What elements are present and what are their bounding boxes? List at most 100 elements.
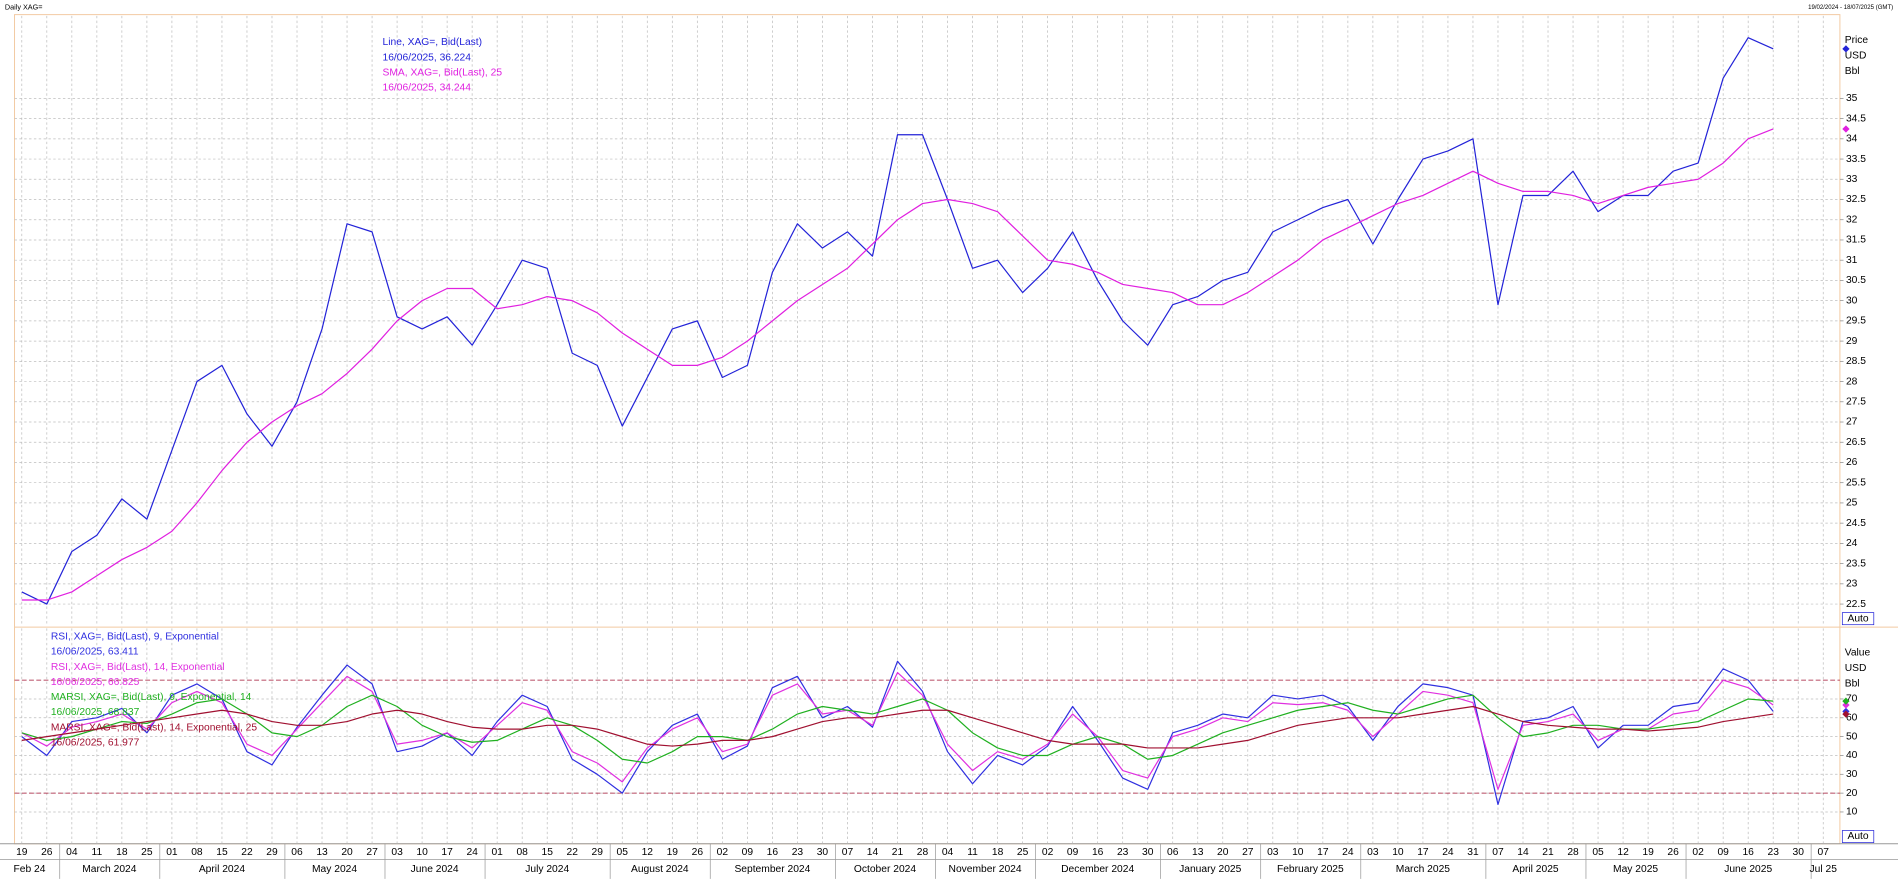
x-tick-label: 20 xyxy=(341,847,353,858)
y-tick-label: 70 xyxy=(1846,694,1858,705)
x-tick-label: 30 xyxy=(1793,847,1805,858)
axis-label: Price xyxy=(1845,35,1869,46)
legend-name: Line, XAG=, Bid(Last) xyxy=(383,37,483,48)
x-tick-label: 26 xyxy=(41,847,53,858)
x-tick-label: 18 xyxy=(992,847,1004,858)
x-tick-label: 06 xyxy=(291,847,303,858)
x-tick-label: 04 xyxy=(66,847,78,858)
x-tick-label: 14 xyxy=(867,847,879,858)
x-tick-label: 27 xyxy=(1242,847,1254,858)
x-tick-label: 07 xyxy=(842,847,854,858)
y-tick-label: 27 xyxy=(1846,417,1858,428)
x-tick-label: 24 xyxy=(1342,847,1354,858)
y-tick-label: 27.5 xyxy=(1846,397,1866,408)
x-tick-label: 27 xyxy=(366,847,378,858)
x-tick-label: 10 xyxy=(1292,847,1304,858)
x-tick-label: 03 xyxy=(1267,847,1279,858)
x-tick-label: 01 xyxy=(491,847,503,858)
month-label: March 2025 xyxy=(1396,864,1451,875)
y-tick-label: 25 xyxy=(1846,498,1858,509)
x-tick-label: 13 xyxy=(316,847,328,858)
y-tick-label: 10 xyxy=(1846,807,1858,818)
month-label: June 2025 xyxy=(1724,864,1772,875)
x-tick-label: 03 xyxy=(391,847,403,858)
x-tick-label: 16 xyxy=(1742,847,1754,858)
x-tick-label: 28 xyxy=(917,847,929,858)
x-tick-label: 17 xyxy=(441,847,453,858)
y-tick-label: 34.5 xyxy=(1846,113,1866,124)
scale-mode: Auto xyxy=(1847,613,1868,624)
month-label: May 2025 xyxy=(1613,864,1658,875)
series-line xyxy=(21,128,1774,601)
x-tick-label: 18 xyxy=(116,847,128,858)
x-tick-label: 08 xyxy=(191,847,203,858)
x-tick-label: 23 xyxy=(1117,847,1129,858)
x-tick-label: 19 xyxy=(16,847,28,858)
y-tick-label: 29 xyxy=(1846,336,1858,347)
x-tick-label: 07 xyxy=(1492,847,1504,858)
y-tick-label: 23.5 xyxy=(1846,558,1866,569)
x-tick-label: 19 xyxy=(667,847,679,858)
y-tick-label: 26 xyxy=(1846,457,1858,468)
x-tick-label: 25 xyxy=(141,847,153,858)
x-tick-label: 01 xyxy=(166,847,178,858)
y-tick-label: 60 xyxy=(1846,713,1858,724)
y-tick-label: 23 xyxy=(1846,579,1858,590)
x-tick-label: 10 xyxy=(416,847,428,858)
scale-mode: Auto xyxy=(1847,831,1868,842)
x-tick-label: 09 xyxy=(1717,847,1729,858)
y-tick-label: 20 xyxy=(1846,788,1858,799)
axis-label: Bbl xyxy=(1845,66,1860,77)
month-label: November 2024 xyxy=(949,864,1022,875)
month-label: December 2024 xyxy=(1061,864,1134,875)
header-title: Daily XAG= xyxy=(5,2,43,11)
axis-label: USD xyxy=(1845,663,1867,674)
x-tick-label: 20 xyxy=(1217,847,1229,858)
y-tick-label: 22.5 xyxy=(1846,599,1866,610)
series-line xyxy=(21,671,1774,790)
month-label: April 2024 xyxy=(199,864,246,875)
x-tick-label: 04 xyxy=(942,847,954,858)
x-tick-label: 21 xyxy=(1542,847,1554,858)
x-tick-label: 11 xyxy=(92,847,103,858)
legend-name: MARSI, XAG=, Bid(Last), 14, Exponential,… xyxy=(51,722,258,733)
x-tick-label: 30 xyxy=(1142,847,1154,858)
x-tick-label: 25 xyxy=(1017,847,1029,858)
month-label: January 2025 xyxy=(1179,864,1242,875)
x-tick-label: 24 xyxy=(466,847,478,858)
legend-name: MARSI, XAG=, Bid(Last), 9, Exponential, … xyxy=(51,692,252,703)
y-tick-label: 32 xyxy=(1846,214,1858,225)
x-tick-label: 30 xyxy=(817,847,829,858)
x-tick-label: 29 xyxy=(266,847,278,858)
legend-value: 16/06/2025, 36.224 xyxy=(383,52,472,63)
x-tick-label: 09 xyxy=(1067,847,1079,858)
x-tick-label: 29 xyxy=(592,847,604,858)
x-tick-label: 21 xyxy=(892,847,904,858)
x-tick-label: 05 xyxy=(1592,847,1604,858)
month-label: March 2024 xyxy=(82,864,137,875)
x-tick-label: 26 xyxy=(692,847,704,858)
month-label: May 2024 xyxy=(312,864,357,875)
y-tick-label: 29.5 xyxy=(1846,316,1866,327)
x-tick-label: 02 xyxy=(1042,847,1054,858)
scale-box xyxy=(1841,612,1875,626)
x-tick-label: 17 xyxy=(1417,847,1429,858)
scale-box xyxy=(1841,830,1875,843)
x-tick-label: 15 xyxy=(542,847,554,858)
x-tick-label: 15 xyxy=(216,847,228,858)
legend-value: 16/06/2025, 68.837 xyxy=(51,707,140,718)
x-tick-label: 02 xyxy=(717,847,729,858)
last-value-marker xyxy=(1842,125,1850,133)
y-tick-label: 40 xyxy=(1846,750,1858,761)
last-value-marker xyxy=(1842,697,1850,705)
y-tick-label: 35 xyxy=(1846,93,1858,104)
x-tick-label: 07 xyxy=(1818,847,1830,858)
month-label: July 2024 xyxy=(525,864,569,875)
x-tick-label: 13 xyxy=(1192,847,1204,858)
x-tick-label: 23 xyxy=(1767,847,1779,858)
month-label: June 2024 xyxy=(411,864,459,875)
month-label: September 2024 xyxy=(734,864,810,875)
